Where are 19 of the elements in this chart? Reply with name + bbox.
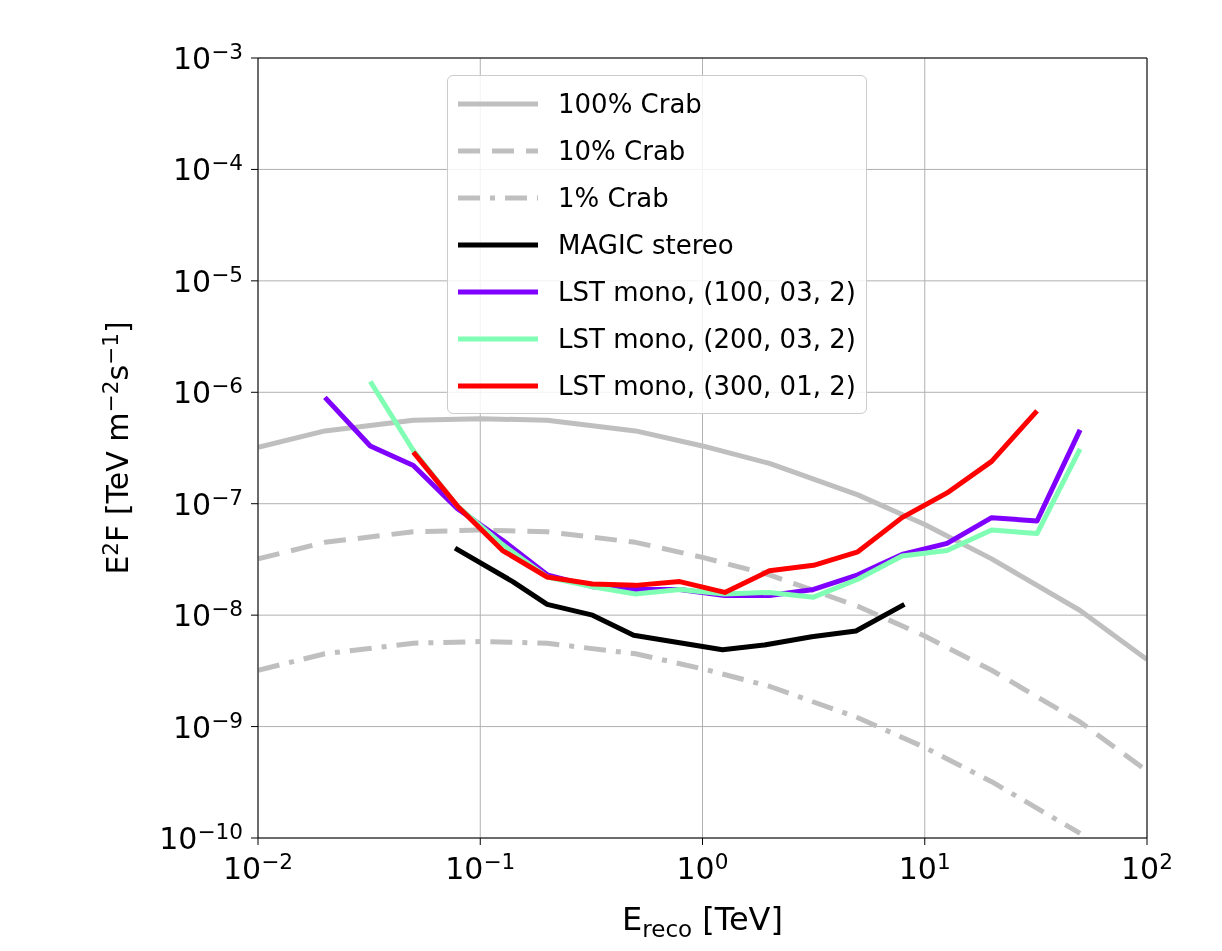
x-tick-label: 10$^{2}$ xyxy=(1121,849,1173,886)
legend-label: LST mono, (300, 01, 2) xyxy=(558,370,856,401)
x-tick-label: 10$^{0}$ xyxy=(676,849,729,886)
y-tick-label: 10$^{−7}$ xyxy=(172,485,243,522)
y-tick-label: 10$^{−5}$ xyxy=(172,262,243,299)
y-tick-label: 10$^{−8}$ xyxy=(172,596,243,634)
legend-label: 1% Crab xyxy=(558,182,669,213)
y-tick-label: 10$^{−9}$ xyxy=(172,707,243,745)
y-tick-label: 10$^{−6}$ xyxy=(172,373,243,411)
legend-label: LST mono, (200, 03, 2) xyxy=(558,323,856,354)
y-tick-label: 10$^{−3}$ xyxy=(172,39,243,76)
x-tick-label: 10$^{1}$ xyxy=(898,849,951,886)
legend-label: MAGIC stereo xyxy=(558,229,734,260)
y-tick-label: 10$^{−4}$ xyxy=(172,150,243,188)
legend-label: LST mono, (100, 03, 2) xyxy=(558,276,856,307)
legend-label: 100% Crab xyxy=(558,88,702,119)
x-tick-label: 10$^{−1}$ xyxy=(445,849,516,886)
x-axis-title: E$_{reco}$ [TeV] xyxy=(622,900,783,942)
legend-label: 10% Crab xyxy=(558,135,686,166)
